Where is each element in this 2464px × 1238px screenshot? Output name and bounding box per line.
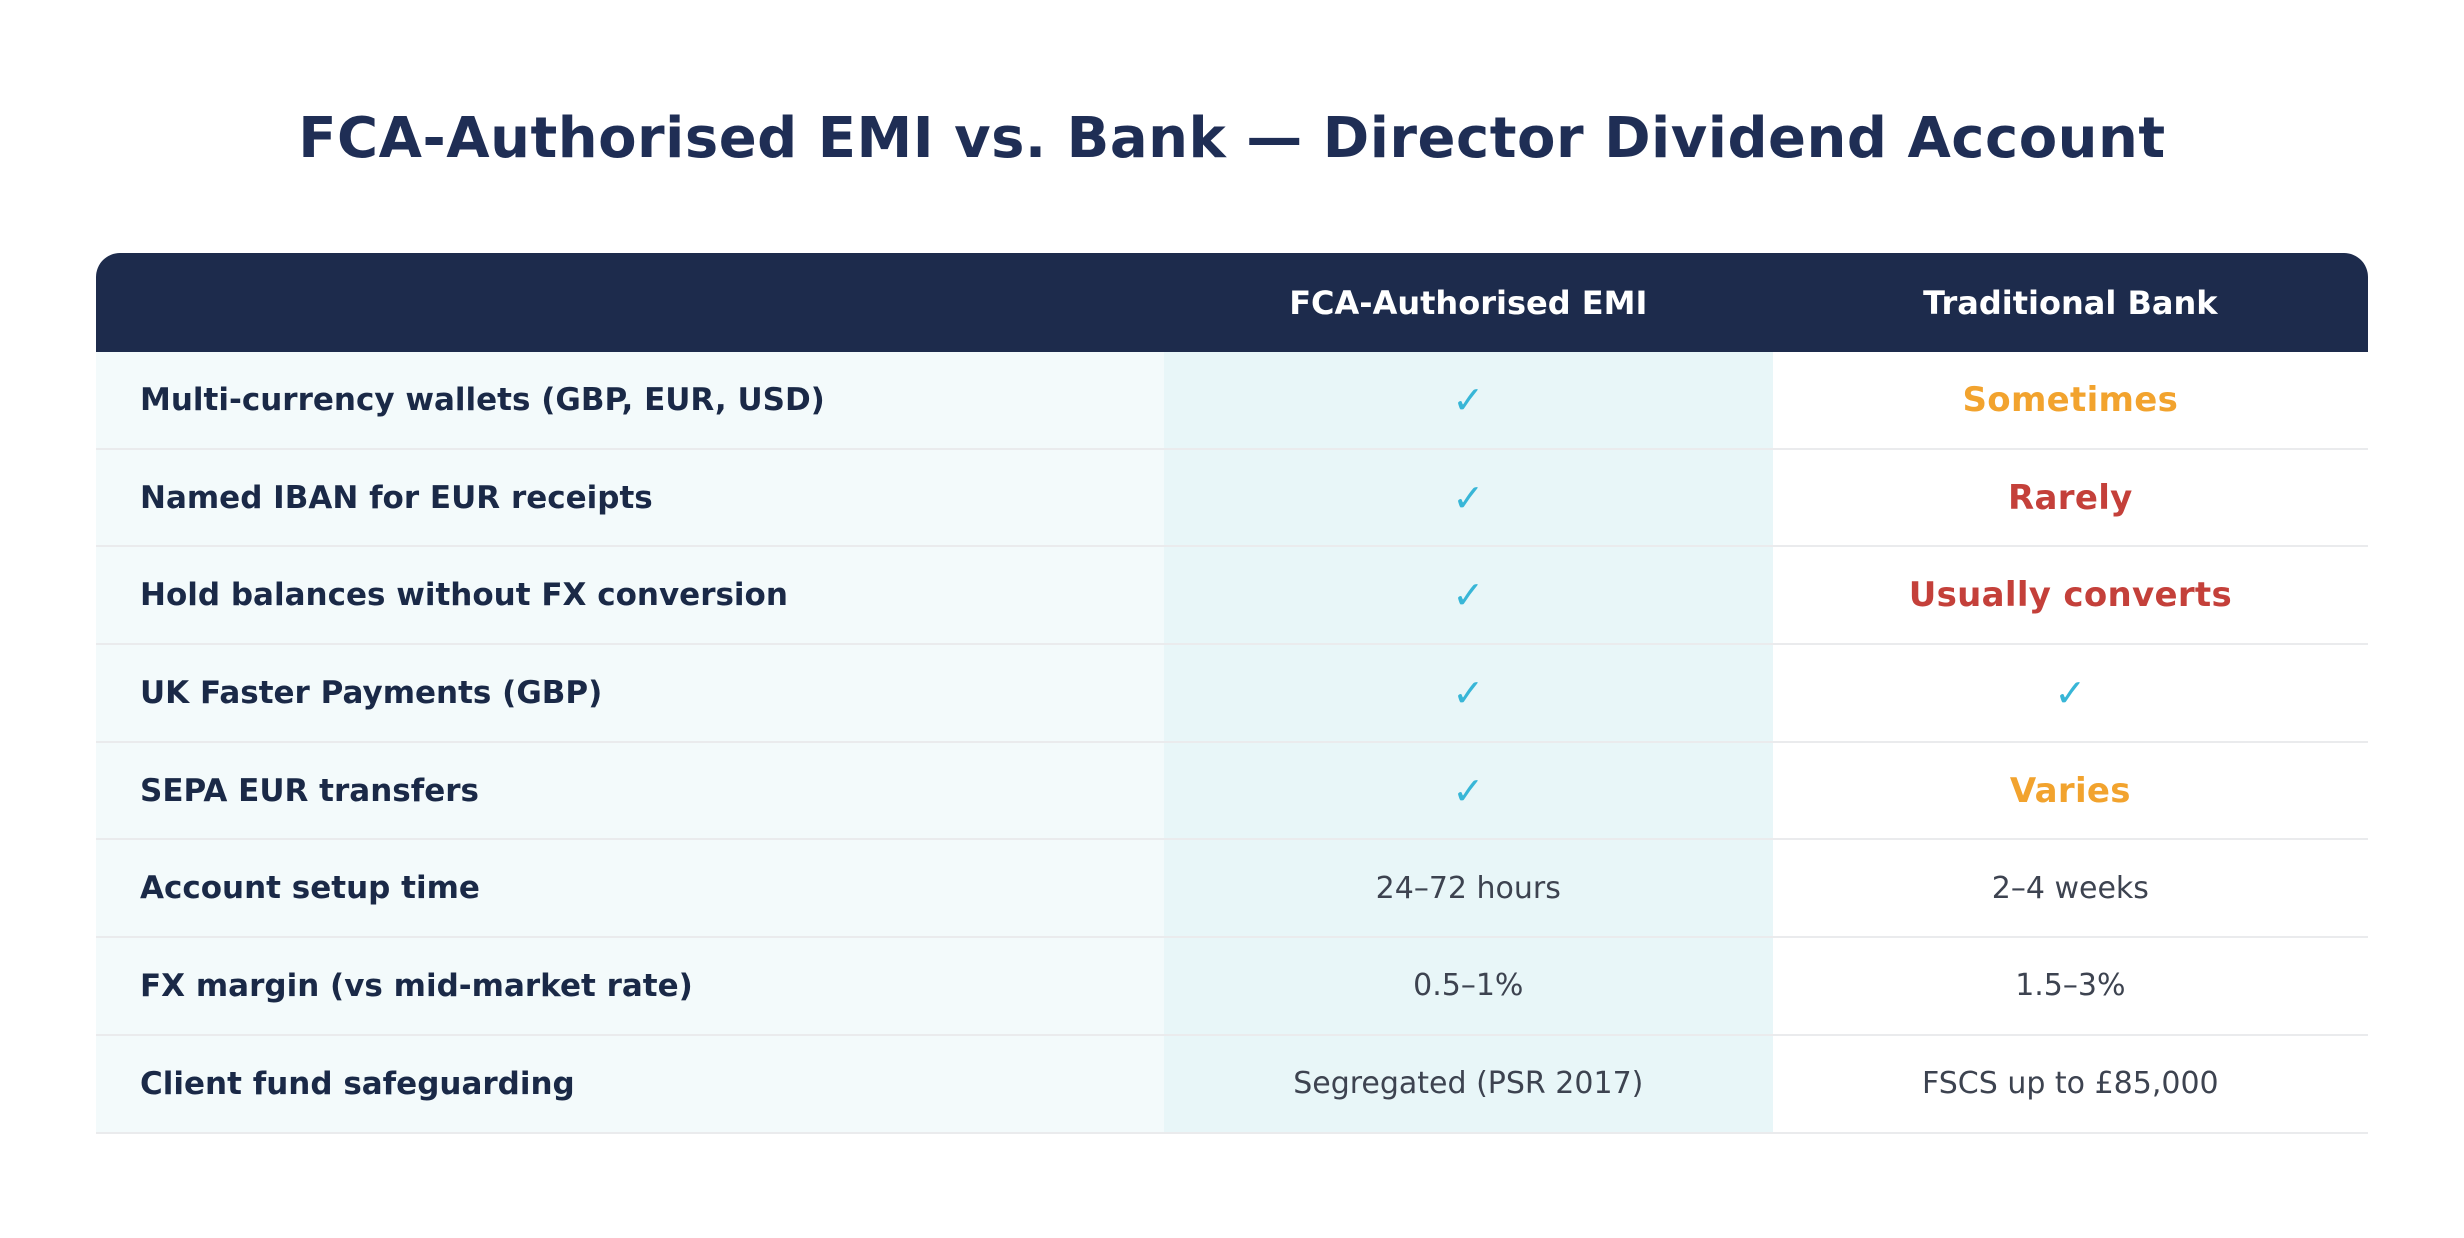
feature-label: SEPA EUR transfers [96, 742, 1164, 839]
table-row: Multi-currency wallets (GBP, EUR, USD) ✓… [96, 352, 2368, 450]
emi-value-cell: Segregated (PSR 2017) [1163, 1035, 1773, 1132]
bank-value-cell: Usually converts [1772, 547, 2368, 644]
bank-value-cell: 2–4 weeks [1772, 840, 2368, 937]
feature-label: Named IBAN for EUR receipts [96, 449, 1164, 546]
emi-value-cell: ✓ [1163, 645, 1773, 741]
check-icon: ✓ [1452, 768, 1485, 813]
check-icon: ✓ [1452, 670, 1485, 715]
feature-label: UK Faster Payments (GBP) [96, 645, 1164, 741]
table-row: Account setup time 24–72 hours 2–4 weeks [96, 840, 2368, 939]
emi-value-cell: ✓ [1163, 547, 1773, 644]
table-row: Hold balances without FX conversion ✓ Us… [96, 547, 2368, 646]
comparison-table: FCA-Authorised EMI Traditional Bank Mult… [96, 253, 2368, 1134]
bank-value-cell: Rarely [1772, 449, 2368, 546]
bank-value-cell: FSCS up to £85,000 [1772, 1035, 2368, 1132]
header-bank-column: Traditional Bank [1923, 283, 2218, 322]
feature-label: Client fund safeguarding [96, 1035, 1164, 1132]
emi-value-cell: ✓ [1163, 742, 1773, 839]
bank-value-cell: 1.5–3% [1772, 938, 2368, 1034]
table-row: UK Faster Payments (GBP) ✓ ✓ [96, 645, 2368, 743]
table-header-row: FCA-Authorised EMI Traditional Bank [96, 253, 2368, 352]
page-title: FCA-Authorised EMI vs. Bank — Director D… [298, 106, 2166, 171]
bank-value-cell: Sometimes [1772, 352, 2368, 448]
check-icon: ✓ [1452, 475, 1485, 520]
check-icon: ✓ [1452, 573, 1485, 618]
emi-value-cell: 24–72 hours [1163, 840, 1773, 937]
table-row: Client fund safeguarding Segregated (PSR… [96, 1035, 2368, 1134]
check-icon: ✓ [1452, 377, 1485, 422]
table-row: FX margin (vs mid-market rate) 0.5–1% 1.… [96, 938, 2368, 1036]
table-row: Named IBAN for EUR receipts ✓ Rarely [96, 449, 2368, 548]
feature-label: Multi-currency wallets (GBP, EUR, USD) [96, 352, 1164, 448]
emi-value-cell: ✓ [1163, 352, 1773, 448]
bank-value-cell: ✓ [1772, 645, 2368, 741]
emi-value-cell: 0.5–1% [1163, 938, 1773, 1034]
feature-label: FX margin (vs mid-market rate) [96, 938, 1164, 1034]
check-icon: ✓ [2054, 670, 2087, 715]
feature-label: Account setup time [96, 840, 1164, 937]
header-emi-column: FCA-Authorised EMI [1289, 283, 1648, 322]
feature-label: Hold balances without FX conversion [96, 547, 1164, 644]
bank-value-cell: Varies [1772, 742, 2368, 839]
table-body: Multi-currency wallets (GBP, EUR, USD) ✓… [96, 352, 2368, 1134]
table-row: SEPA EUR transfers ✓ Varies [96, 742, 2368, 841]
emi-value-cell: ✓ [1163, 449, 1773, 546]
